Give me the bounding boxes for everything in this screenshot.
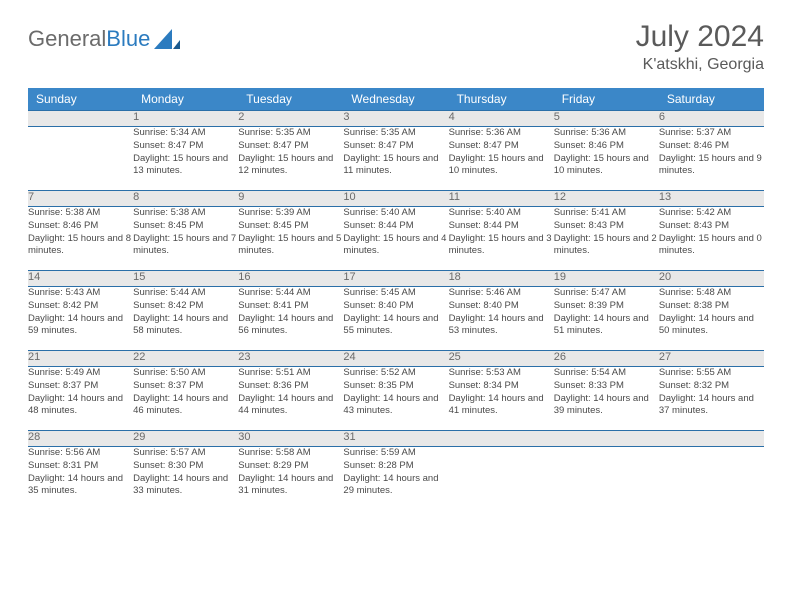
day-number-cell: 31 — [343, 431, 448, 447]
day-detail-cell: Sunrise: 5:50 AM Sunset: 8:37 PM Dayligh… — [133, 367, 238, 431]
logo-text-general: General — [28, 26, 106, 52]
day-header: Tuesday — [238, 88, 343, 111]
day-number-cell: 26 — [554, 351, 659, 367]
day-number-cell: 12 — [554, 191, 659, 207]
day-number-cell: 10 — [343, 191, 448, 207]
day-detail-cell: Sunrise: 5:40 AM Sunset: 8:44 PM Dayligh… — [343, 207, 448, 271]
day-detail-cell: Sunrise: 5:35 AM Sunset: 8:47 PM Dayligh… — [343, 127, 448, 191]
day-number-cell: 11 — [449, 191, 554, 207]
day-detail-cell: Sunrise: 5:34 AM Sunset: 8:47 PM Dayligh… — [133, 127, 238, 191]
day-number-cell: 25 — [449, 351, 554, 367]
day-detail-cell — [28, 127, 133, 191]
day-detail-cell: Sunrise: 5:59 AM Sunset: 8:28 PM Dayligh… — [343, 447, 448, 511]
day-number-cell: 22 — [133, 351, 238, 367]
day-detail-cell: Sunrise: 5:55 AM Sunset: 8:32 PM Dayligh… — [659, 367, 764, 431]
day-detail-cell: Sunrise: 5:41 AM Sunset: 8:43 PM Dayligh… — [554, 207, 659, 271]
day-header: Sunday — [28, 88, 133, 111]
week-number-row: 123456 — [28, 111, 764, 127]
day-detail-cell: Sunrise: 5:45 AM Sunset: 8:40 PM Dayligh… — [343, 287, 448, 351]
day-number-cell: 14 — [28, 271, 133, 287]
day-detail-cell: Sunrise: 5:36 AM Sunset: 8:47 PM Dayligh… — [449, 127, 554, 191]
day-detail-cell: Sunrise: 5:56 AM Sunset: 8:31 PM Dayligh… — [28, 447, 133, 511]
day-number-cell — [28, 111, 133, 127]
logo: GeneralBlue — [28, 26, 180, 52]
day-detail-cell: Sunrise: 5:58 AM Sunset: 8:29 PM Dayligh… — [238, 447, 343, 511]
week-detail-row: Sunrise: 5:43 AM Sunset: 8:42 PM Dayligh… — [28, 287, 764, 351]
calendar-table: SundayMondayTuesdayWednesdayThursdayFrid… — [28, 88, 764, 511]
day-number-cell: 28 — [28, 431, 133, 447]
week-number-row: 21222324252627 — [28, 351, 764, 367]
day-detail-cell: Sunrise: 5:48 AM Sunset: 8:38 PM Dayligh… — [659, 287, 764, 351]
day-detail-cell: Sunrise: 5:43 AM Sunset: 8:42 PM Dayligh… — [28, 287, 133, 351]
day-detail-cell: Sunrise: 5:40 AM Sunset: 8:44 PM Dayligh… — [449, 207, 554, 271]
day-detail-cell: Sunrise: 5:38 AM Sunset: 8:46 PM Dayligh… — [28, 207, 133, 271]
day-detail-cell: Sunrise: 5:39 AM Sunset: 8:45 PM Dayligh… — [238, 207, 343, 271]
month-title: July 2024 — [636, 20, 764, 54]
day-number-cell — [449, 431, 554, 447]
day-number-cell: 30 — [238, 431, 343, 447]
week-detail-row: Sunrise: 5:34 AM Sunset: 8:47 PM Dayligh… — [28, 127, 764, 191]
day-number-cell — [659, 431, 764, 447]
day-header-row: SundayMondayTuesdayWednesdayThursdayFrid… — [28, 88, 764, 111]
day-number-cell: 4 — [449, 111, 554, 127]
header: GeneralBlue July 2024 K'atskhi, Georgia — [28, 20, 764, 74]
day-detail-cell: Sunrise: 5:54 AM Sunset: 8:33 PM Dayligh… — [554, 367, 659, 431]
day-detail-cell: Sunrise: 5:44 AM Sunset: 8:42 PM Dayligh… — [133, 287, 238, 351]
day-number-cell: 21 — [28, 351, 133, 367]
title-block: July 2024 K'atskhi, Georgia — [636, 20, 764, 74]
day-detail-cell: Sunrise: 5:49 AM Sunset: 8:37 PM Dayligh… — [28, 367, 133, 431]
day-detail-cell: Sunrise: 5:57 AM Sunset: 8:30 PM Dayligh… — [133, 447, 238, 511]
day-number-cell: 9 — [238, 191, 343, 207]
logo-text-blue: Blue — [106, 26, 150, 52]
day-number-cell: 20 — [659, 271, 764, 287]
day-number-cell: 29 — [133, 431, 238, 447]
day-detail-cell: Sunrise: 5:36 AM Sunset: 8:46 PM Dayligh… — [554, 127, 659, 191]
day-detail-cell: Sunrise: 5:42 AM Sunset: 8:43 PM Dayligh… — [659, 207, 764, 271]
day-detail-cell: Sunrise: 5:44 AM Sunset: 8:41 PM Dayligh… — [238, 287, 343, 351]
day-detail-cell — [554, 447, 659, 511]
day-detail-cell: Sunrise: 5:35 AM Sunset: 8:47 PM Dayligh… — [238, 127, 343, 191]
logo-sail-icon — [154, 29, 180, 49]
day-number-cell: 8 — [133, 191, 238, 207]
day-number-cell: 18 — [449, 271, 554, 287]
day-detail-cell: Sunrise: 5:52 AM Sunset: 8:35 PM Dayligh… — [343, 367, 448, 431]
day-header: Friday — [554, 88, 659, 111]
day-number-cell: 16 — [238, 271, 343, 287]
week-number-row: 28293031 — [28, 431, 764, 447]
day-number-cell: 6 — [659, 111, 764, 127]
day-number-cell: 24 — [343, 351, 448, 367]
day-number-cell: 1 — [133, 111, 238, 127]
week-detail-row: Sunrise: 5:56 AM Sunset: 8:31 PM Dayligh… — [28, 447, 764, 511]
day-number-cell: 13 — [659, 191, 764, 207]
day-number-cell: 7 — [28, 191, 133, 207]
day-detail-cell: Sunrise: 5:51 AM Sunset: 8:36 PM Dayligh… — [238, 367, 343, 431]
day-detail-cell — [449, 447, 554, 511]
day-detail-cell — [659, 447, 764, 511]
day-header: Wednesday — [343, 88, 448, 111]
day-number-cell — [554, 431, 659, 447]
day-header: Thursday — [449, 88, 554, 111]
day-number-cell: 23 — [238, 351, 343, 367]
day-number-cell: 2 — [238, 111, 343, 127]
day-number-cell: 3 — [343, 111, 448, 127]
day-detail-cell: Sunrise: 5:53 AM Sunset: 8:34 PM Dayligh… — [449, 367, 554, 431]
day-number-cell: 19 — [554, 271, 659, 287]
week-detail-row: Sunrise: 5:49 AM Sunset: 8:37 PM Dayligh… — [28, 367, 764, 431]
day-header: Saturday — [659, 88, 764, 111]
day-number-cell: 5 — [554, 111, 659, 127]
week-number-row: 78910111213 — [28, 191, 764, 207]
day-number-cell: 17 — [343, 271, 448, 287]
day-number-cell: 15 — [133, 271, 238, 287]
day-detail-cell: Sunrise: 5:38 AM Sunset: 8:45 PM Dayligh… — [133, 207, 238, 271]
day-header: Monday — [133, 88, 238, 111]
day-detail-cell: Sunrise: 5:46 AM Sunset: 8:40 PM Dayligh… — [449, 287, 554, 351]
day-detail-cell: Sunrise: 5:47 AM Sunset: 8:39 PM Dayligh… — [554, 287, 659, 351]
day-detail-cell: Sunrise: 5:37 AM Sunset: 8:46 PM Dayligh… — [659, 127, 764, 191]
day-number-cell: 27 — [659, 351, 764, 367]
week-detail-row: Sunrise: 5:38 AM Sunset: 8:46 PM Dayligh… — [28, 207, 764, 271]
location: K'atskhi, Georgia — [636, 56, 764, 74]
week-number-row: 14151617181920 — [28, 271, 764, 287]
